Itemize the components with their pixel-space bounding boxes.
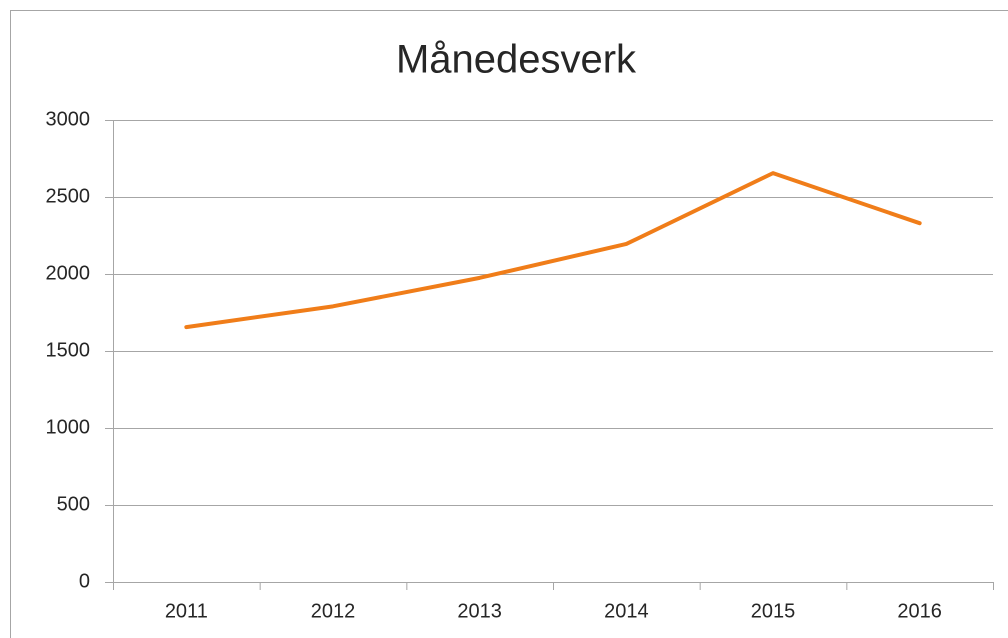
x-tick-label: 2011 (165, 600, 208, 622)
x-tick-label: 2015 (751, 600, 796, 622)
x-tick-label: 2014 (604, 600, 649, 622)
x-tick-label: 2013 (457, 600, 502, 622)
y-tick-label: 0 (79, 570, 90, 592)
y-tick-label: 1000 (46, 416, 91, 438)
data-line (184, 171, 922, 330)
y-tick-label: 2000 (46, 262, 91, 284)
y-tick-label: 2500 (46, 185, 91, 207)
y-tick-label: 1500 (46, 339, 91, 361)
y-tick-label: 500 (57, 493, 90, 515)
x-tick-label: 2016 (897, 600, 942, 622)
x-tick-label: 2012 (311, 600, 356, 622)
y-tick-label: 3000 (46, 108, 91, 130)
chart-title: Månedesverk (396, 38, 637, 82)
chart-border (10, 10, 1008, 638)
